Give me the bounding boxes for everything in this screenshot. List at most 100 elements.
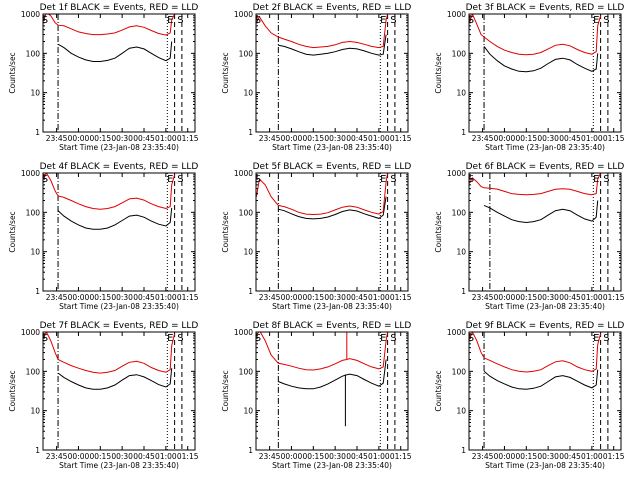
series-line-lld: [43, 14, 176, 36]
x-tick-label: 23:45: [472, 293, 494, 302]
series-line-events: [483, 46, 599, 73]
y-tick-label: 10: [456, 248, 466, 257]
marker-label: E: [167, 333, 173, 344]
marker-label: E: [167, 174, 173, 185]
y-tick-label: 100: [452, 49, 467, 58]
y-tick-label: 1: [461, 287, 466, 296]
y-tick-label: 1000: [21, 10, 40, 19]
x-tick-label: 00:30: [537, 134, 559, 143]
y-axis-label: Counts/sec: [221, 211, 230, 252]
marker-label: S: [255, 174, 261, 185]
x-tick-label: 01:15: [603, 452, 625, 461]
chart-panel-8: Det 8f BLACK = Events, RED = LLD 1 10 100 10…: [221, 321, 412, 470]
y-tick-label: 1: [35, 128, 40, 137]
y-tick-label: 1: [461, 446, 466, 455]
x-tick-label: 23:45: [472, 452, 494, 461]
plot-frame: [255, 331, 409, 451]
x-axis-label: Start Time (23-Jan-08 23:35:40): [272, 143, 392, 152]
x-tick-label: 01:00: [581, 452, 603, 461]
x-tick-label: 00:45: [559, 452, 581, 461]
x-tick-label: 00:15: [515, 293, 537, 302]
x-tick-label: 23:45: [259, 293, 281, 302]
chart-panel-2: Det 2f BLACK = Events, RED = LLD 1 10 100 10…: [221, 3, 412, 152]
x-tick-label: 00:30: [324, 134, 346, 143]
x-axis-label: Start Time (23-Jan-08 23:35:40): [272, 461, 392, 470]
marker-label: S: [390, 174, 396, 185]
y-axis-label: Counts/sec: [434, 211, 443, 252]
x-tick-label: 01:00: [155, 293, 177, 302]
x-tick-label: 01:15: [390, 134, 412, 143]
marker-label: S: [468, 15, 474, 26]
y-axis-label: Counts/sec: [221, 52, 230, 93]
x-tick-label: 00:00: [494, 293, 516, 302]
plot-frame: [255, 13, 409, 133]
x-tick-label: 01:00: [368, 293, 390, 302]
x-tick-label: 00:00: [68, 452, 90, 461]
series-line-lld: [256, 332, 389, 371]
x-tick-label: 23:45: [259, 134, 281, 143]
plot-frame: [42, 13, 196, 133]
marker-label: E: [167, 15, 173, 26]
chart-title: Det 5f BLACK = Events, RED = LLD: [253, 162, 412, 172]
y-tick-label: 10: [456, 89, 466, 98]
y-tick-label: 1000: [447, 10, 466, 19]
x-tick-label: 00:15: [89, 452, 111, 461]
x-tick-label: 01:00: [581, 134, 603, 143]
x-tick-label: 00:15: [302, 452, 324, 461]
x-tick-label: 23:45: [259, 452, 281, 461]
marker-label: E: [593, 174, 599, 185]
x-tick-label: 01:00: [155, 134, 177, 143]
x-tick-label: 01:00: [581, 293, 603, 302]
plot-frame: [468, 172, 622, 292]
plot-frame: [42, 331, 196, 451]
series-line-lld: [43, 332, 176, 374]
x-tick-label: 00:30: [111, 134, 133, 143]
y-axis-label: Counts/sec: [434, 52, 443, 93]
marker-label: E: [380, 174, 386, 185]
y-tick-label: 1000: [21, 169, 40, 178]
marker-label: S: [603, 333, 609, 344]
plot-frame: [42, 172, 196, 292]
x-tick-label: 01:15: [390, 452, 412, 461]
x-tick-label: 00:00: [68, 293, 90, 302]
chart-title: Det 9f BLACK = Events, RED = LLD: [466, 321, 625, 331]
x-tick-label: 00:15: [89, 293, 111, 302]
x-tick-label: 01:00: [368, 452, 390, 461]
y-tick-label: 10: [243, 407, 253, 416]
x-tick-label: 00:30: [324, 293, 346, 302]
x-tick-label: 00:00: [494, 134, 516, 143]
x-axis-label: Start Time (23-Jan-08 23:35:40): [59, 143, 179, 152]
series-line-events: [278, 196, 387, 220]
x-tick-label: 00:15: [302, 293, 324, 302]
y-axis-label: Counts/sec: [8, 211, 17, 252]
series-line-lld: [43, 173, 176, 210]
x-axis-label: Start Time (23-Jan-08 23:35:40): [59, 461, 179, 470]
x-tick-label: 23:45: [46, 452, 68, 461]
series-line-lld: [256, 14, 389, 49]
y-tick-label: 1000: [447, 328, 466, 337]
y-axis-label: Counts/sec: [434, 370, 443, 411]
series-line-events: [57, 368, 173, 390]
y-tick-label: 100: [239, 367, 254, 376]
x-tick-label: 00:00: [494, 452, 516, 461]
chart-panel-1: Det 1f BLACK = Events, RED = LLD 1 10 100 10…: [8, 3, 199, 152]
marker-label: S: [603, 174, 609, 185]
marker-label: S: [177, 15, 183, 26]
plot-frame: [255, 172, 409, 292]
series-line-lld: [469, 173, 602, 196]
x-tick-label: 23:45: [46, 293, 68, 302]
chart-panel-9: Det 9f BLACK = Events, RED = LLD 1 10 100 10…: [434, 321, 625, 470]
y-tick-label: 10: [243, 89, 253, 98]
marker-label: S: [603, 15, 609, 26]
marker-label: S: [390, 333, 396, 344]
chart-title: Det 6f BLACK = Events, RED = LLD: [466, 162, 625, 172]
series-line-lld: [469, 332, 602, 373]
y-tick-label: 100: [452, 208, 467, 217]
chart-title: Det 4f BLACK = Events, RED = LLD: [40, 162, 199, 172]
marker-label: E: [380, 333, 386, 344]
y-axis-label: Counts/sec: [8, 52, 17, 93]
series-line-lld: [469, 14, 602, 56]
chart-title: Det 3f BLACK = Events, RED = LLD: [466, 3, 625, 13]
marker-label: S: [468, 174, 474, 185]
